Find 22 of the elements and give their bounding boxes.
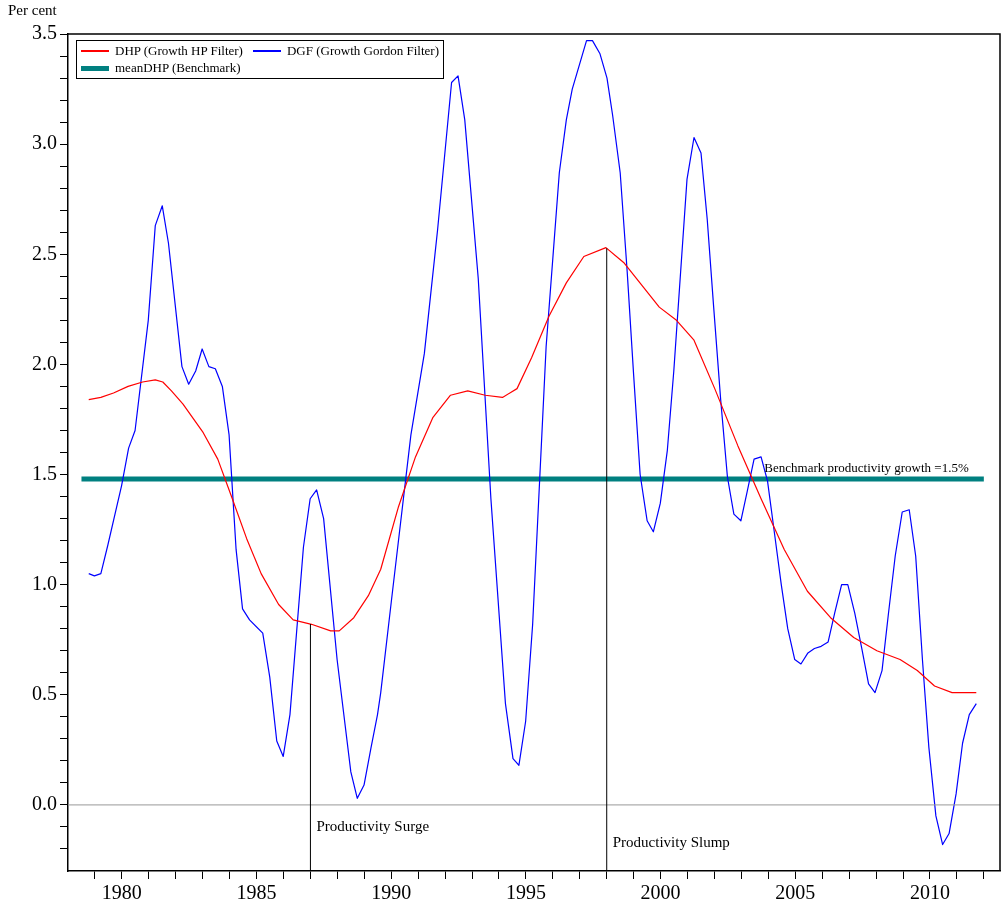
- legend-label: meanDHP (Benchmark): [115, 60, 241, 76]
- y-tick-label: 0.0: [32, 792, 57, 815]
- y-tick-label: 1.5: [32, 461, 57, 484]
- annotation: Benchmark productivity growth =1.5%: [764, 459, 969, 475]
- x-tick-label: 1985: [236, 881, 277, 904]
- legend-label: DHP (Growth HP Filter): [115, 43, 243, 59]
- y-tick-label: 2.5: [32, 241, 57, 264]
- x-tick-label: 1990: [371, 881, 412, 904]
- y-axis-title: Per cent: [8, 2, 58, 19]
- y-tick-label: 2.0: [32, 351, 57, 374]
- x-tick-label: 1995: [505, 881, 546, 904]
- ref-line-label: Productivity Slump: [612, 834, 730, 851]
- y-tick-label: 3.5: [32, 21, 57, 44]
- y-tick-label: 3.0: [32, 131, 57, 154]
- x-tick-label: 1980: [101, 881, 142, 904]
- y-tick-label: 0.5: [32, 682, 57, 705]
- x-tick-label: 2000: [640, 881, 681, 904]
- x-tick-label: 2010: [909, 881, 950, 904]
- y-tick-label: 1.0: [32, 571, 57, 594]
- ref-line-label: Productivity Surge: [316, 818, 430, 835]
- legend-label: DGF (Growth Gordon Filter): [286, 43, 439, 59]
- x-tick-label: 2005: [775, 881, 816, 904]
